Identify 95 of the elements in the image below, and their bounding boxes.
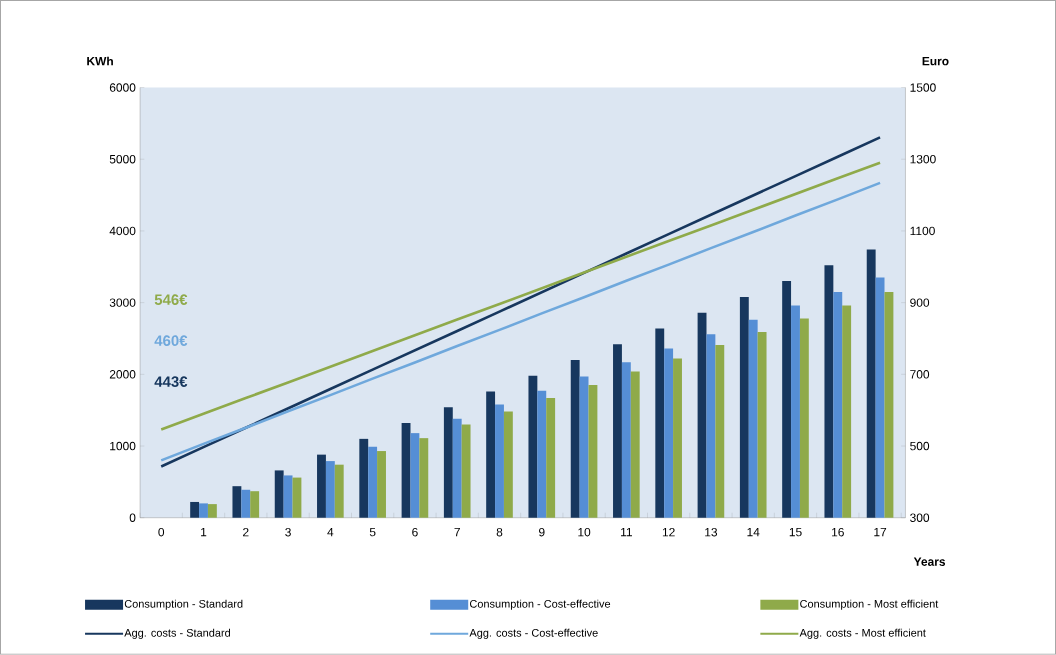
bar bbox=[655, 328, 665, 518]
y2-axis-title: Euro bbox=[922, 57, 949, 66]
annotation: 546€ bbox=[154, 294, 188, 306]
bar bbox=[570, 360, 580, 518]
bar bbox=[368, 446, 378, 518]
bar bbox=[419, 438, 429, 518]
bar bbox=[317, 454, 326, 518]
x-tick-label: 15 bbox=[789, 528, 802, 537]
bar bbox=[673, 358, 682, 518]
bar bbox=[461, 424, 471, 518]
y-tick-label: 4000 bbox=[109, 226, 136, 236]
bar bbox=[715, 345, 725, 518]
bar bbox=[283, 475, 293, 518]
legend-label: Consumption - Most efficient bbox=[800, 599, 939, 610]
bar bbox=[207, 504, 217, 518]
y-tick-label: 2000 bbox=[109, 370, 136, 379]
legend-label: Agg. costs - Standard bbox=[124, 628, 230, 639]
bar bbox=[884, 291, 894, 518]
bar bbox=[503, 411, 513, 518]
bar bbox=[190, 502, 200, 518]
bar bbox=[757, 332, 767, 518]
y2-tick-label: 1500 bbox=[910, 83, 936, 92]
bar bbox=[546, 398, 556, 518]
x-tick-label: 1 bbox=[201, 528, 207, 537]
bar bbox=[748, 319, 758, 518]
bar bbox=[866, 249, 876, 518]
y2-tick-label: 1100 bbox=[910, 226, 935, 236]
bar bbox=[241, 489, 251, 518]
legend-label: Consumption - Cost-effective bbox=[469, 599, 611, 610]
bar bbox=[875, 277, 885, 518]
bar bbox=[250, 491, 260, 518]
legend-label: Consumption - Standard bbox=[124, 599, 243, 610]
bar bbox=[495, 404, 504, 518]
legend-label: Agg. costs - Cost-effective bbox=[469, 628, 598, 639]
y2-tick-label: 500 bbox=[910, 441, 930, 451]
y-tick-label: 5000 bbox=[109, 155, 136, 164]
x-tick-label: 3 bbox=[285, 528, 291, 537]
y-tick-label: 0 bbox=[129, 513, 136, 523]
bar bbox=[528, 375, 538, 518]
bar bbox=[613, 344, 622, 518]
x-tick-label: 4 bbox=[327, 528, 334, 537]
bar bbox=[579, 376, 589, 518]
x-tick-label: 16 bbox=[832, 528, 844, 537]
bar bbox=[782, 281, 792, 518]
bar bbox=[377, 451, 386, 518]
annotation: 460€ bbox=[154, 335, 188, 347]
bar bbox=[274, 470, 284, 518]
bar bbox=[630, 371, 640, 518]
x-tick-label: 14 bbox=[747, 528, 760, 537]
x-axis-title: Years bbox=[913, 557, 946, 567]
bar bbox=[410, 433, 420, 518]
y-axis-title: KWh bbox=[87, 56, 113, 66]
bar bbox=[232, 486, 242, 518]
x-tick-label: 2 bbox=[243, 528, 249, 537]
bar bbox=[799, 318, 809, 518]
bar bbox=[486, 391, 496, 518]
y2-tick-label: 1300 bbox=[910, 155, 936, 164]
x-tick-label: 17 bbox=[874, 528, 887, 537]
y-tick-label: 1000 bbox=[110, 441, 136, 451]
x-tick-label: 7 bbox=[454, 528, 460, 537]
bar bbox=[443, 407, 453, 518]
bar bbox=[325, 461, 335, 518]
bar bbox=[842, 305, 852, 518]
x-tick-label: 10 bbox=[578, 528, 591, 537]
x-tick-label: 6 bbox=[412, 528, 418, 537]
bar bbox=[199, 503, 208, 518]
y-tick-label: 6000 bbox=[109, 83, 136, 92]
x-tick-label: 9 bbox=[539, 528, 545, 537]
x-tick-label: 11 bbox=[621, 528, 632, 537]
bar bbox=[401, 423, 411, 518]
bar bbox=[706, 334, 716, 518]
x-tick-label: 0 bbox=[158, 528, 165, 537]
bar bbox=[664, 348, 674, 518]
bar bbox=[359, 438, 369, 518]
x-tick-label: 13 bbox=[705, 528, 718, 537]
y-tick-label: 3000 bbox=[109, 298, 136, 307]
y2-tick-label: 900 bbox=[910, 298, 930, 307]
legend-label: Agg. costs - Most efficient bbox=[799, 628, 926, 639]
x-tick-label: 8 bbox=[496, 528, 503, 537]
bar bbox=[833, 291, 843, 518]
y2-tick-label: 300 bbox=[910, 513, 930, 523]
bar bbox=[292, 477, 302, 518]
bar bbox=[791, 305, 800, 518]
bar bbox=[452, 418, 462, 518]
y2-tick-label: 700 bbox=[910, 370, 930, 379]
x-tick-label: 5 bbox=[369, 528, 376, 537]
bar bbox=[621, 362, 631, 518]
bar bbox=[334, 464, 344, 518]
bar bbox=[537, 390, 547, 518]
bar bbox=[739, 296, 749, 518]
annotation: 443€ bbox=[154, 376, 188, 388]
bar bbox=[588, 385, 598, 518]
x-tick-label: 12 bbox=[662, 528, 675, 537]
bar bbox=[824, 265, 834, 518]
bar bbox=[697, 312, 707, 518]
